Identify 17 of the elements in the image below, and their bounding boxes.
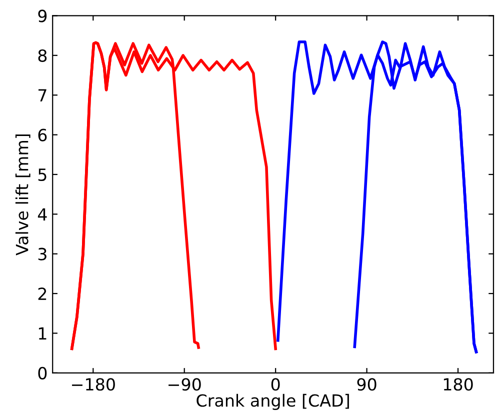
y-tick-label: 3: [38, 248, 46, 260]
y-axis-title: Valve lift [mm]: [15, 134, 30, 256]
x-tick-label: 180: [444, 378, 473, 391]
y-tick-label: 5: [38, 168, 46, 182]
x-tick-label: −180: [72, 378, 115, 391]
y-tick-label: 7: [38, 89, 46, 102]
y-tick-label: 1: [38, 327, 46, 340]
y-tick-label: 0: [38, 366, 47, 380]
x-axis-title: Crank angle [CAD]: [196, 394, 349, 410]
x-tick-label: 90: [357, 378, 376, 391]
y-tick-label: 9: [38, 10, 47, 22]
x-tick-label: 0: [271, 378, 280, 391]
y-tick-label: 2: [38, 287, 46, 300]
y-tick-label: 6: [38, 128, 47, 142]
y-tick-label: 4: [38, 208, 47, 220]
y-tick-label: 8: [38, 49, 47, 62]
x-tick-label: −90: [168, 378, 201, 391]
